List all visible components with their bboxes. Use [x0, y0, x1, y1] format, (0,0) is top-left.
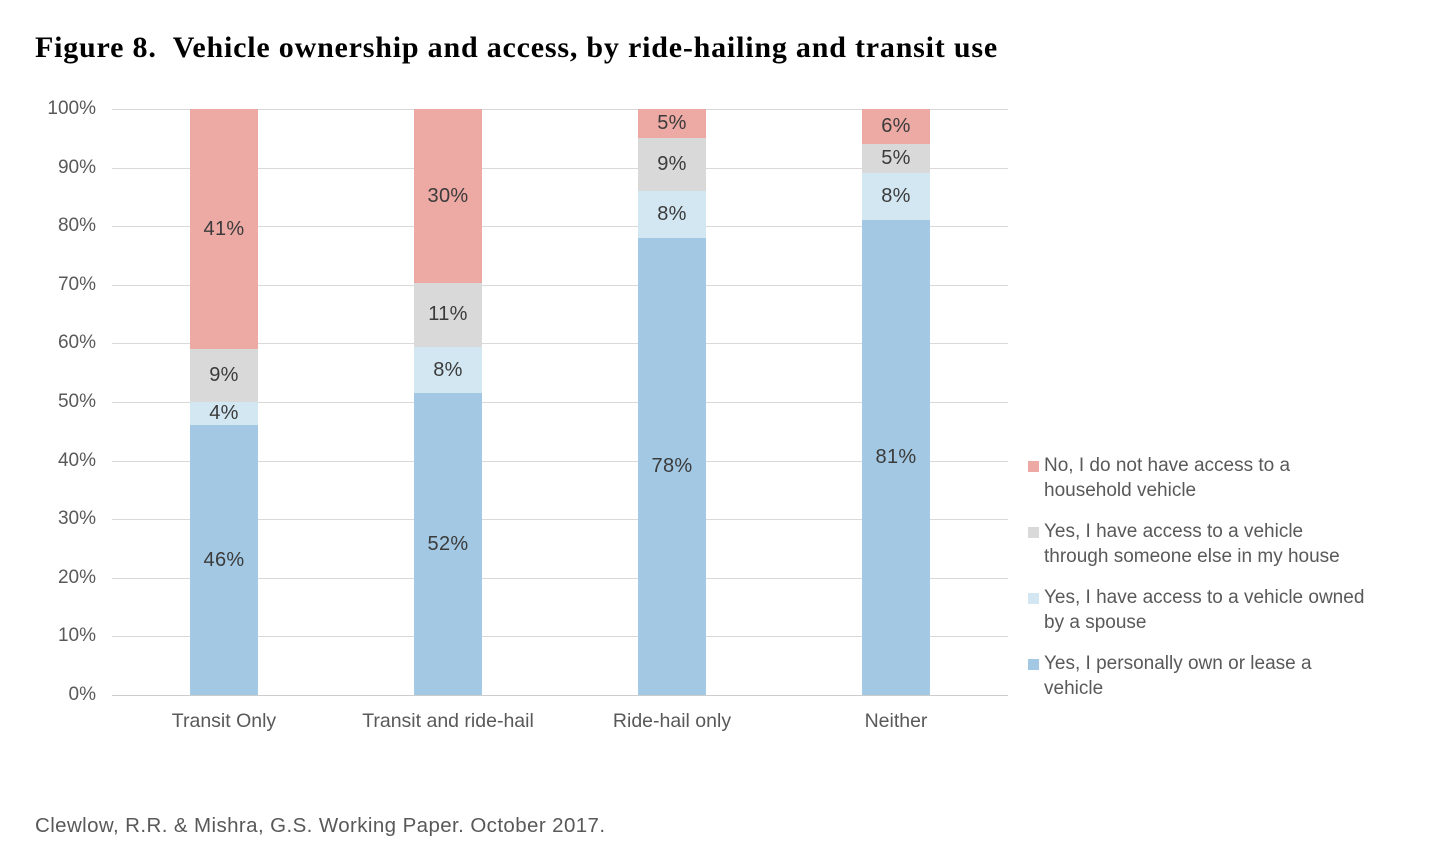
segment-value-label: 30%	[427, 184, 469, 207]
legend-item-no-access: No, I do not have access to a household v…	[1028, 454, 1448, 503]
y-axis-label: 60%	[57, 332, 96, 354]
bar-segment-own-or-lease: 52%	[414, 393, 482, 695]
bar-segment-someone-else: 9%	[190, 349, 258, 403]
bar-segment-own-or-lease: 46%	[190, 425, 258, 695]
legend-item-own-or-lease: Yes, I personally own or lease a vehicle	[1028, 652, 1448, 701]
y-axis-label: 20%	[57, 566, 96, 588]
gridline-90	[112, 167, 1008, 169]
y-axis-label: 80%	[57, 215, 96, 237]
legend-label-no-access: No, I do not have access to a household v…	[1044, 455, 1291, 501]
legend-color-swatch-own-or-lease	[1028, 659, 1039, 670]
segment-value-label: 5%	[657, 112, 687, 135]
segment-value-label: 6%	[881, 115, 911, 138]
legend-label-spouse: Yes, I have access to a vehicle owned by …	[1044, 587, 1365, 633]
figure-title: Figure 8. Vehicle ownership and access, …	[35, 31, 998, 64]
legend-color-swatch-spouse	[1028, 593, 1039, 604]
segment-value-label: 81%	[875, 446, 917, 469]
bar-segment-someone-else: 11%	[414, 283, 482, 347]
segment-value-label: 8%	[433, 358, 463, 381]
y-axis-label: 30%	[57, 508, 96, 530]
segment-value-label: 4%	[209, 402, 239, 425]
plot-area: 0% 10% 20% 30% 40% 50% 60% 70% 80% 90% 100% 46% 4% 9%…	[47, 98, 1008, 732]
x-axis-label-neither: Neither	[864, 710, 928, 732]
bar-segment-no-access: 30%	[414, 109, 482, 284]
legend-label-someone-else: Yes, I have access to a vehicle through s…	[1044, 521, 1340, 567]
segment-value-label: 52%	[427, 532, 469, 555]
segment-value-label: 11%	[428, 303, 468, 326]
segment-value-label: 8%	[881, 185, 911, 208]
segment-value-label: 46%	[203, 548, 245, 571]
gridline-50	[112, 402, 1008, 403]
segment-value-label: 9%	[209, 364, 239, 387]
bar-segment-no-access: 41%	[190, 109, 258, 350]
bar-segment-someone-else: 5%	[862, 144, 930, 174]
x-axis-label-ride-hail-only: Ride-hail only	[612, 710, 732, 732]
bar-segment-spouse: 8%	[414, 346, 482, 394]
y-axis-label: 100%	[47, 98, 96, 119]
bar-segment-spouse: 8%	[862, 173, 930, 221]
bar-segment-spouse: 4%	[190, 402, 258, 426]
bar-segment-spouse: 8%	[638, 191, 706, 238]
segment-value-label: 9%	[657, 153, 687, 176]
gridline-70	[112, 284, 1008, 286]
bar-transit-and-ride-hail: 52% 8% 11% 30%	[414, 109, 482, 695]
gridline-40	[112, 460, 1008, 462]
gridline-100	[112, 109, 1008, 110]
y-axis-label: 10%	[57, 625, 96, 647]
y-axis-label: 90%	[57, 156, 96, 178]
y-axis-label: 50%	[57, 391, 96, 412]
y-axis-label: 40%	[57, 449, 96, 471]
bar-ride-hail-only: 78% 8% 9% 5%	[638, 109, 706, 695]
bar-segment-own-or-lease: 78%	[638, 237, 706, 695]
gridline-80	[112, 226, 1008, 228]
segment-value-label: 78%	[651, 454, 693, 477]
legend-item-spouse: Yes, I have access to a vehicle owned by …	[1028, 586, 1448, 635]
gridline-60	[112, 343, 1008, 345]
legend-label-own-or-lease: Yes, I personally own or lease a vehicle	[1044, 653, 1312, 699]
y-axis-label: 0%	[68, 684, 96, 705]
bar-transit-only: 46% 4% 9% 41%	[190, 109, 258, 695]
gridline-30	[112, 519, 1008, 521]
legend-color-swatch-someone-else	[1028, 527, 1039, 538]
legend: No, I do not have access to a household v…	[1028, 454, 1448, 718]
gridline-10	[112, 636, 1008, 638]
legend-item-someone-else: Yes, I have access to a vehicle through s…	[1028, 520, 1448, 569]
bar-segment-no-access: 6%	[862, 109, 930, 145]
gridline-0	[112, 695, 1008, 696]
segment-value-label: 5%	[881, 147, 911, 170]
x-axis-label-transit-only: Transit Only	[171, 710, 277, 732]
y-axis-label: 70%	[57, 273, 96, 295]
bar-neither: 81% 8% 5% 6%	[862, 109, 930, 695]
gridline-20	[112, 577, 1008, 579]
bar-segment-own-or-lease: 81%	[862, 220, 930, 695]
segment-value-label: 8%	[657, 202, 687, 225]
bar-segment-no-access: 5%	[638, 109, 706, 139]
legend-color-swatch-no-access	[1028, 461, 1039, 472]
bar-segment-someone-else: 9%	[638, 138, 706, 192]
x-axis-label-transit-and-ride-hail: Transit and ride-hail	[362, 710, 534, 732]
segment-value-label: 41%	[203, 217, 245, 240]
source-caption: Clewlow, R.R. & Mishra, G.S. Working Pap…	[35, 814, 606, 837]
